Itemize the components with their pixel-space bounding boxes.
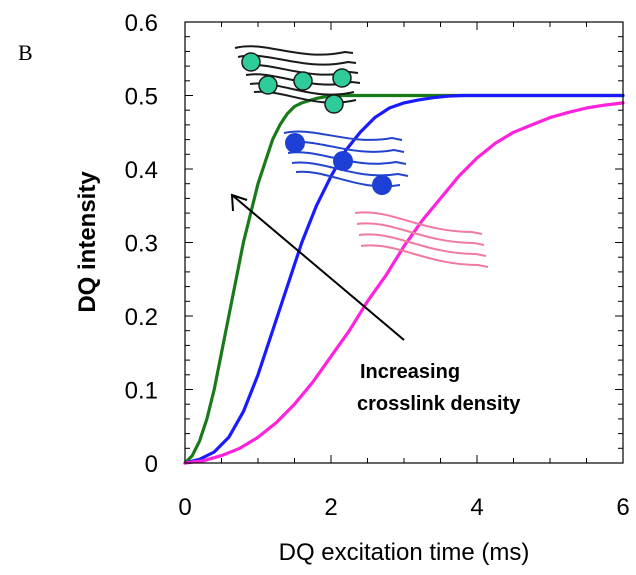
x-axis-title: DQ excitation time (ms) — [279, 539, 530, 566]
y-tick-label: 0.4 — [125, 157, 158, 184]
y-tick-label: 0.3 — [125, 231, 158, 258]
y-tick-label: 0.5 — [125, 84, 158, 111]
network-high-illustration — [234, 45, 361, 114]
panel-label: B — [18, 40, 33, 65]
y-tick-label: 0.2 — [125, 304, 158, 331]
tick-labels: 0 2 4 6 0 0.1 0.2 0.3 0.4 0.5 0.6 — [125, 10, 630, 521]
y-tick-label: 0.6 — [125, 10, 158, 37]
series-layer — [183, 93, 625, 465]
x-tick-label: 0 — [178, 494, 191, 521]
y-tick-label: 0 — [145, 451, 158, 478]
x-tick-label: 4 — [470, 494, 483, 521]
x-tick-label: 6 — [616, 494, 629, 521]
annotation-line-2: crosslink density — [357, 393, 521, 415]
network-medium-illustration — [283, 130, 409, 195]
series-line-low — [183, 101, 625, 465]
y-axis-title: DQ intensity — [74, 171, 101, 313]
series-line-high — [183, 93, 625, 465]
network-low-illustration — [354, 211, 489, 268]
series-line-medium — [183, 93, 625, 465]
crosslink-arrow — [231, 194, 405, 341]
axis-ticks — [184, 21, 624, 464]
annotation-line-1: Increasing — [360, 361, 460, 383]
plot-frame — [184, 21, 624, 464]
x-tick-label: 2 — [324, 494, 337, 521]
crosslink-arrow-head — [230, 193, 248, 212]
y-tick-label: 0.1 — [125, 378, 158, 405]
